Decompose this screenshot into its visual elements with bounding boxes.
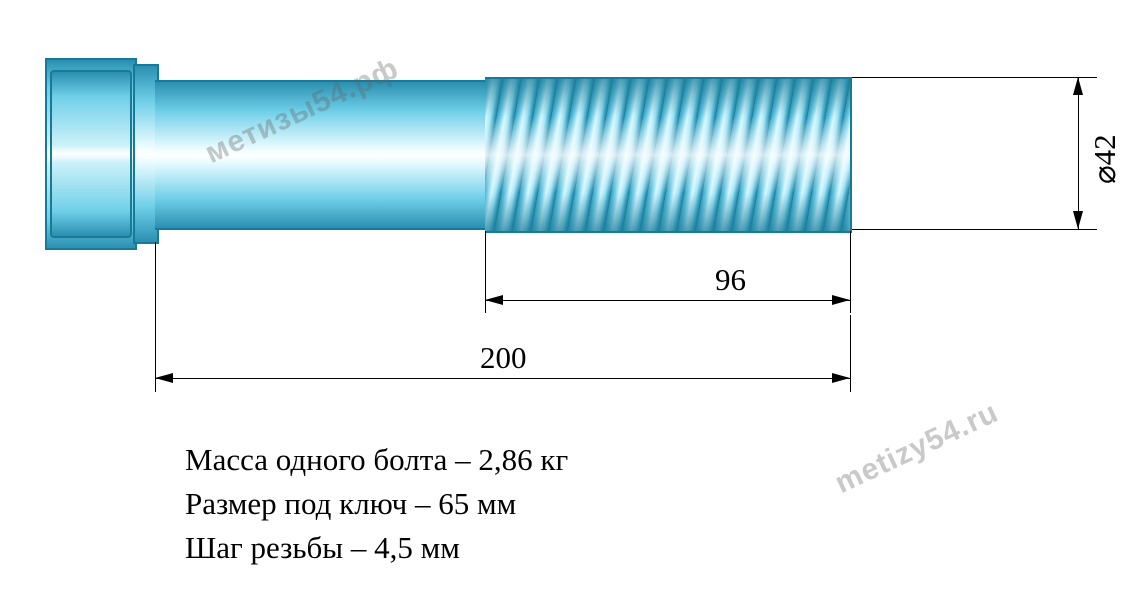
dim-label-diameter: ⌀42 <box>1087 134 1123 184</box>
dim-arrow <box>832 373 850 383</box>
dim-ext-line <box>852 77 1097 78</box>
dim-arrow <box>485 295 503 305</box>
dim-label-thread: 96 <box>715 262 746 298</box>
spec-mass: Масса одного болта – 2,86 кг <box>185 442 568 478</box>
bolt-shank <box>155 80 485 230</box>
dim-arrow <box>832 295 850 305</box>
dim-arrow <box>155 373 173 383</box>
dim-label-total: 200 <box>480 340 527 376</box>
spec-thread-pitch: Шаг резьбы – 4,5 мм <box>185 530 460 566</box>
dim-arrow <box>1073 211 1083 229</box>
dim-ext-line <box>850 231 851 313</box>
dim-ext-line <box>850 315 851 392</box>
bolt-thread <box>485 77 852 233</box>
bolt-head-front <box>50 70 132 238</box>
dim-line-thread <box>485 300 850 301</box>
watermark: metizy54.ru <box>830 396 1004 501</box>
spec-wrench-size: Размер под ключ – 65 мм <box>185 486 516 522</box>
dim-arrow <box>1073 77 1083 95</box>
dim-line-total <box>155 378 850 379</box>
dim-ext-line <box>155 242 156 392</box>
dim-ext-line <box>852 229 1097 230</box>
dim-line-diameter <box>1078 78 1079 229</box>
